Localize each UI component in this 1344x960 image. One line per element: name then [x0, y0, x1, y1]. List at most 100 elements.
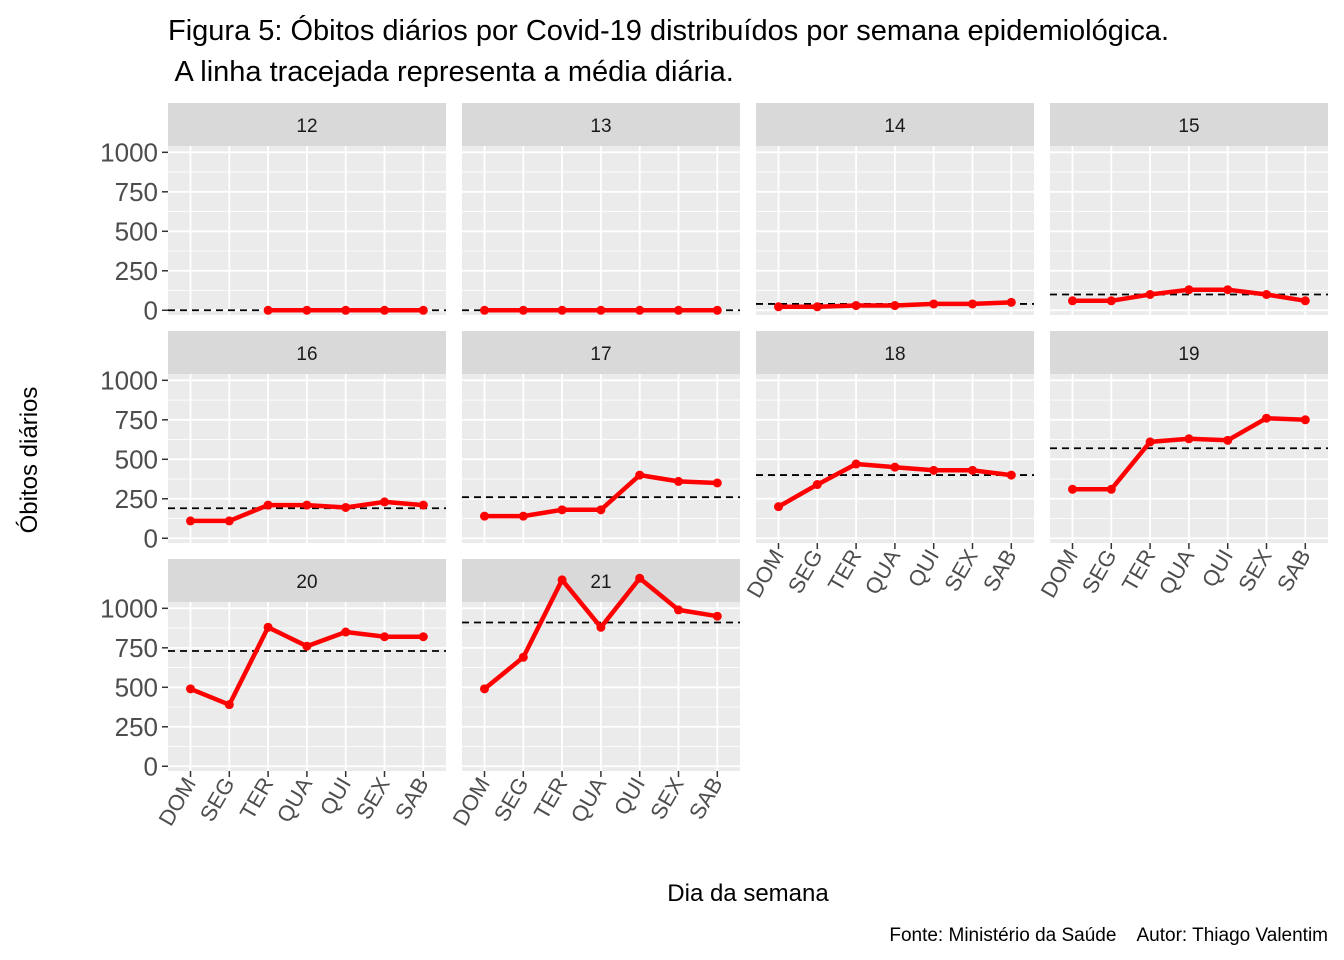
data-point	[712, 305, 722, 315]
y-tick-label: 0	[144, 523, 158, 553]
y-tick-label: 1000	[100, 137, 158, 167]
y-axis-title: Óbitos diários	[16, 387, 43, 534]
data-point	[518, 652, 528, 662]
facet-strip	[462, 559, 740, 602]
data-point	[1300, 415, 1310, 425]
y-tick-label: 500	[115, 672, 158, 702]
facet-strip	[1050, 331, 1328, 374]
data-point	[380, 305, 389, 315]
data-point	[1223, 285, 1233, 295]
data-point	[929, 299, 939, 309]
facet-strip	[756, 331, 1034, 374]
y-tick-label: 500	[115, 216, 158, 246]
facet-strip-label: 18	[884, 344, 905, 365]
data-point	[1184, 434, 1194, 444]
x-axis-title: Dia da semana	[667, 880, 829, 907]
data-point	[380, 497, 389, 507]
facet-strip-label: 17	[590, 344, 611, 365]
data-point	[851, 459, 861, 469]
data-point	[929, 465, 939, 475]
data-point	[341, 502, 351, 512]
y-tick-label: 750	[115, 177, 158, 207]
data-point	[557, 575, 567, 585]
data-point	[302, 641, 312, 651]
data-point	[480, 684, 489, 694]
facet-strip	[1050, 103, 1328, 146]
data-point	[635, 305, 645, 315]
y-tick-label: 750	[115, 633, 158, 663]
data-point	[774, 502, 783, 512]
y-tick-label: 0	[144, 295, 158, 325]
facet-panels: 12 0 250 500 750 1000 13 14 15 16 0 250 500 750 1000 17…	[100, 103, 1328, 830]
data-point	[518, 511, 528, 521]
data-point	[774, 302, 783, 312]
data-point	[890, 301, 900, 311]
facet-strip-label: 12	[296, 116, 317, 137]
y-tick-label: 750	[115, 405, 158, 435]
data-point	[1106, 296, 1116, 306]
facet-panel-15: 15	[1050, 103, 1328, 315]
data-point	[890, 462, 900, 472]
data-point	[418, 305, 428, 315]
chart-title: Figura 5: Óbitos diários por Covid-19 di…	[168, 14, 1169, 47]
facet-strip	[168, 559, 446, 602]
y-tick-label: 1000	[100, 365, 158, 395]
data-point	[712, 611, 722, 621]
data-point	[596, 505, 606, 515]
data-point	[1145, 289, 1155, 299]
data-point	[557, 505, 567, 515]
data-point	[1006, 297, 1016, 307]
data-point	[1300, 296, 1310, 306]
y-tick-label: 1000	[100, 593, 158, 623]
data-point	[302, 305, 312, 315]
data-point	[1068, 296, 1077, 306]
facet-panel-14: 14	[756, 103, 1034, 315]
data-point	[518, 305, 528, 315]
data-point	[968, 465, 977, 475]
facet-strip	[168, 103, 446, 146]
data-point	[418, 500, 428, 510]
data-point	[712, 478, 722, 488]
data-point	[380, 632, 389, 642]
facet-strip-label: 13	[590, 116, 611, 137]
facet-strip-label: 20	[296, 572, 317, 593]
data-point	[635, 470, 645, 480]
data-point	[341, 305, 351, 315]
data-point	[341, 627, 351, 637]
y-tick-label: 250	[115, 256, 158, 286]
facet-panel-12: 12 0 250 500 750 1000	[100, 103, 446, 325]
facet-panel-13: 13	[462, 103, 740, 315]
y-tick-label: 250	[115, 712, 158, 742]
data-point	[851, 301, 861, 311]
facet-strip	[168, 331, 446, 374]
facet-strip-label: 14	[884, 116, 906, 137]
data-point	[635, 573, 645, 583]
data-point	[812, 302, 822, 312]
data-point	[596, 622, 606, 632]
data-point	[1262, 289, 1271, 299]
data-point	[263, 305, 273, 315]
data-point	[1006, 470, 1016, 480]
facet-strip-label: 19	[1178, 344, 1199, 365]
chart-subtitle: A linha tracejada representa a média diá…	[168, 56, 734, 88]
data-point	[1145, 437, 1155, 447]
y-tick-label: 500	[115, 444, 158, 474]
data-point	[186, 684, 195, 694]
data-point	[186, 516, 195, 526]
y-tick-label: 0	[144, 751, 158, 781]
y-tick-label: 250	[115, 484, 158, 514]
data-point	[1262, 413, 1271, 423]
facet-panel-16: 16 0 250 500 750 1000	[100, 331, 446, 553]
data-point	[480, 511, 489, 521]
data-point	[1184, 285, 1194, 295]
facet-strip	[756, 103, 1034, 146]
data-point	[674, 305, 683, 315]
data-point	[674, 605, 683, 615]
data-point	[596, 305, 606, 315]
chart-caption: Fonte: Ministério da Saúde Autor: Thiago…	[889, 925, 1328, 946]
data-point	[480, 305, 489, 315]
